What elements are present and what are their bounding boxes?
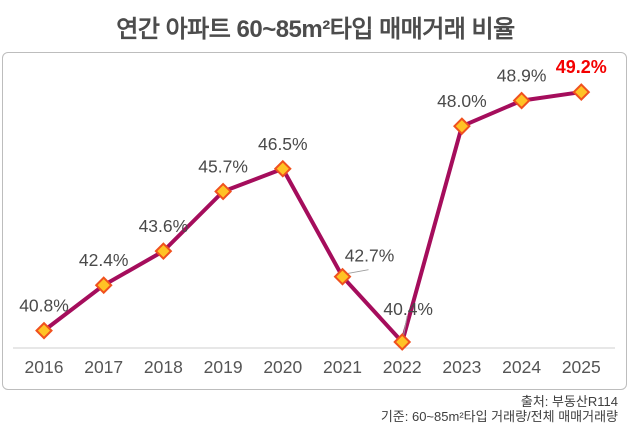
x-tick-label: 2020: [263, 357, 302, 377]
chart-title: 연간 아파트 60~85m²타입 매매거래 비율: [116, 16, 515, 43]
data-point-label: 46.5%: [258, 134, 308, 154]
data-point-label: 48.9%: [497, 66, 547, 86]
x-tick-label: 2021: [323, 357, 362, 377]
x-tick-label: 2022: [383, 357, 422, 377]
basis-line: 기준: 60~85m²타입 거래량/전체 매매거래량: [380, 409, 618, 424]
data-point-marker: [214, 182, 233, 201]
data-point-marker: [572, 83, 591, 101]
data-point-marker: [273, 159, 292, 178]
chart-svg: 2016 2017 2018 2019 2020 2021 2022 2023 2024 2025…: [13, 57, 615, 377]
data-point-marker: [94, 276, 113, 295]
data-point-marker: [393, 333, 412, 351]
data-point-marker: [154, 242, 173, 261]
data-point-label: 42.4%: [79, 250, 129, 270]
data-point-marker: [35, 321, 53, 340]
data-point-label: 48.0%: [437, 91, 487, 111]
x-tick-label: 2025: [562, 357, 601, 377]
data-point-label: 43.6%: [139, 216, 189, 236]
label-leader-line: [402, 315, 408, 338]
data-point-marker: [452, 117, 471, 136]
data-point-label: 49.2%: [556, 57, 607, 77]
source-line: 출처: 부동산R114: [520, 394, 618, 409]
x-tick-label: 2024: [502, 357, 541, 377]
data-point-label: 40.8%: [19, 296, 69, 316]
data-point-label: 40.4%: [383, 299, 433, 319]
label-leader-line: [346, 269, 369, 275]
series-line: [42, 90, 584, 344]
x-tick-label: 2023: [442, 357, 481, 377]
x-tick-label: 2018: [144, 357, 183, 377]
source-note: 출처: 부동산R114 기준: 60~85m²타입 거래량/전체 매매거래량: [198, 394, 618, 424]
data-point-marker: [512, 91, 531, 110]
x-tick-label: 2019: [204, 357, 243, 377]
x-tick-label: 2017: [84, 357, 123, 377]
data-point-label: 42.7%: [345, 246, 395, 266]
x-tick-label: 2016: [25, 357, 64, 377]
chart-plot-area: 2016 2017 2018 2019 2020 2021 2022 2023 2024 2025…: [2, 52, 627, 390]
data-point-label: 45.7%: [198, 156, 248, 176]
data-point-marker: [333, 267, 352, 286]
